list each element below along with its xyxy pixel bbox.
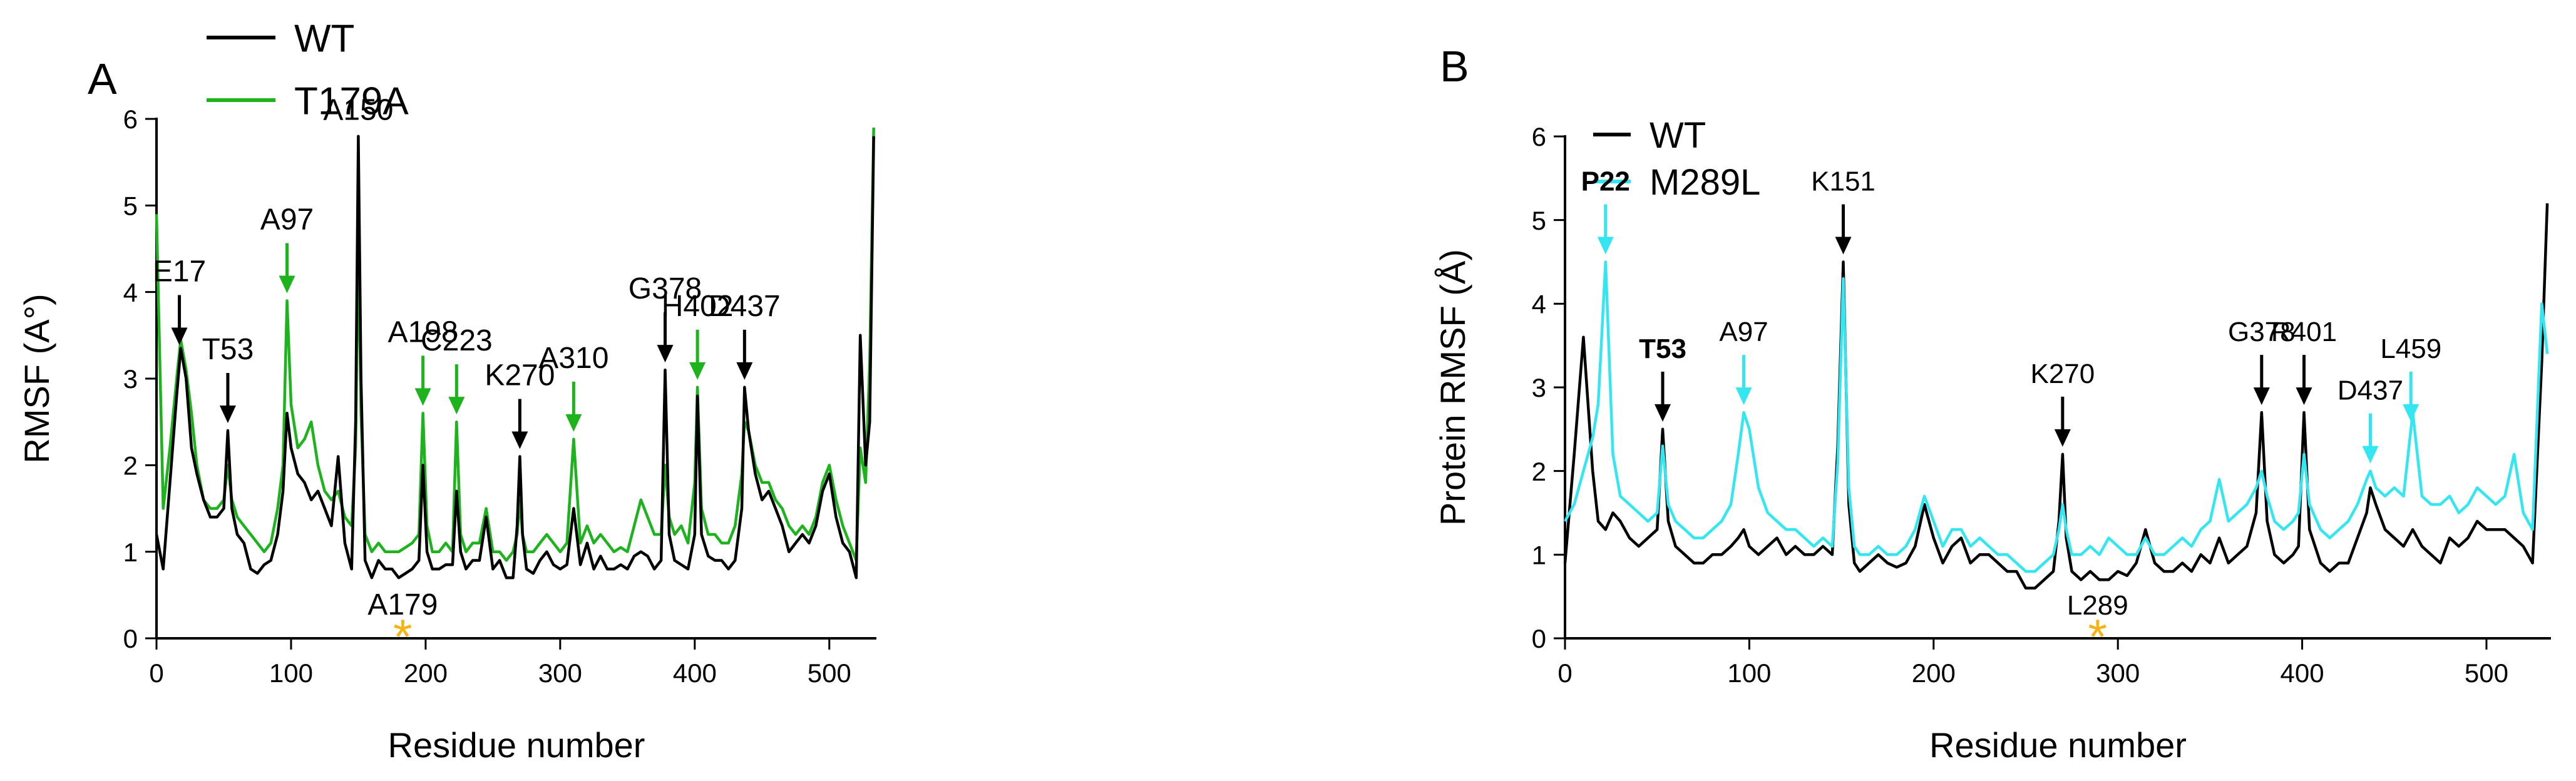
y-tick-label: 3: [1532, 373, 1546, 402]
x-tick-label: 500: [808, 658, 851, 688]
y-tick-label: 3: [123, 364, 138, 394]
annotation-label: D437: [709, 290, 781, 323]
y-tick-label: 5: [123, 191, 138, 220]
y-tick-label: 5: [1532, 206, 1546, 235]
y-tick-label: 2: [1532, 457, 1546, 486]
annotation-label: K270: [2030, 359, 2095, 389]
mutation-star-icon: *: [393, 609, 412, 664]
annotation-label: H402: [662, 290, 734, 323]
x-axis-label: Residue number: [1929, 725, 2187, 765]
y-tick-label: 6: [123, 105, 138, 134]
annotation-arrowhead: [171, 327, 188, 345]
annotation-label: G378: [629, 272, 702, 305]
annotation-arrowhead: [448, 397, 465, 415]
annotation-arrowhead: [1835, 237, 1852, 255]
legend-label: WT: [1650, 115, 1706, 156]
y-tick-label: 4: [1532, 289, 1546, 319]
annotation-arrowhead: [657, 345, 674, 363]
mutation-star-icon: *: [2088, 609, 2107, 664]
annotation-label: T53: [1639, 334, 1686, 364]
annotation-label: A310: [538, 342, 608, 375]
annotation-label: A150: [323, 94, 393, 127]
annotation-arrowhead: [2403, 404, 2419, 422]
annotation-label: P22: [1581, 166, 1630, 197]
x-tick-label: 0: [149, 658, 163, 688]
y-axis-label: RMSF (A°): [17, 294, 56, 463]
annotation-arrowhead: [1597, 237, 1614, 255]
annotation-label: L459: [2380, 334, 2441, 364]
annotation-arrowhead: [689, 362, 706, 380]
annotation-arrowhead: [2054, 429, 2071, 447]
annotation-arrowhead: [1655, 404, 1671, 422]
annotation-label: K270: [485, 359, 555, 392]
mutation-label: A179: [367, 588, 438, 621]
x-tick-label: 200: [404, 658, 448, 688]
x-tick-label: 500: [2465, 658, 2508, 688]
y-tick-label: 2: [123, 451, 138, 480]
panel-letter: A: [88, 54, 117, 103]
annotation-arrowhead: [565, 414, 582, 432]
y-tick-label: 0: [1532, 624, 1546, 653]
annotation-label: C223: [421, 324, 493, 357]
x-tick-label: 200: [1912, 658, 1956, 688]
x-tick-label: 300: [2096, 658, 2140, 688]
annotation-label: T53: [202, 333, 254, 366]
annotation-arrowhead: [2362, 446, 2379, 464]
y-tick-label: 6: [1532, 122, 1546, 151]
panel-letter: B: [1440, 42, 1469, 91]
legend-label: T179A: [294, 79, 409, 123]
mutation-label: L289: [2067, 590, 2128, 621]
annotation-arrowhead: [2253, 387, 2270, 406]
y-tick-label: 1: [1532, 540, 1546, 569]
annotation-label: A198: [388, 315, 458, 349]
x-tick-label: 400: [673, 658, 717, 688]
annotation-arrowhead: [736, 362, 753, 380]
series-line-wt: [155, 135, 875, 579]
y-axis-label: Protein RMSF (Å): [1433, 249, 1472, 526]
legend-label: M289L: [1650, 162, 1760, 203]
annotation-arrowhead: [219, 406, 236, 423]
annotation-arrowhead: [414, 388, 431, 406]
panel-a: A 0 1 2 3 4 5 6 0 100 200 300 400 500 Residue number RM…: [17, 17, 876, 765]
y-tick-label: 1: [123, 538, 138, 567]
legend-label: WT: [294, 17, 354, 60]
panel-b: B 0 1 2 3 4 5 6 0 100 200 300 400 500 Residue number Pr…: [1433, 42, 2551, 765]
x-tick-label: 300: [538, 658, 582, 688]
y-tick-label: 0: [123, 624, 138, 653]
annotation-arrowhead: [1735, 387, 1752, 406]
annotation-arrowhead: [2296, 387, 2312, 406]
x-tick-label: 100: [1727, 658, 1771, 688]
annotation-arrowhead: [279, 275, 295, 294]
annotation-label: A97: [1719, 317, 1768, 347]
annotation-label: R401: [2271, 317, 2337, 347]
x-tick-label: 400: [2281, 658, 2324, 688]
x-tick-label: 100: [269, 658, 313, 688]
y-tick-label: 4: [123, 278, 138, 307]
x-tick-label: 0: [1557, 658, 1572, 688]
annotation-arrowhead: [511, 431, 528, 449]
x-axis-label: Residue number: [388, 725, 645, 765]
annotation-label: E17: [153, 255, 206, 288]
annotation-label: G378: [2228, 317, 2296, 347]
annotation-label: D437: [2337, 375, 2403, 406]
series-line-m289l: [1564, 260, 2549, 573]
annotation-label: A97: [260, 203, 314, 237]
annotation-label: K151: [1811, 166, 1876, 197]
